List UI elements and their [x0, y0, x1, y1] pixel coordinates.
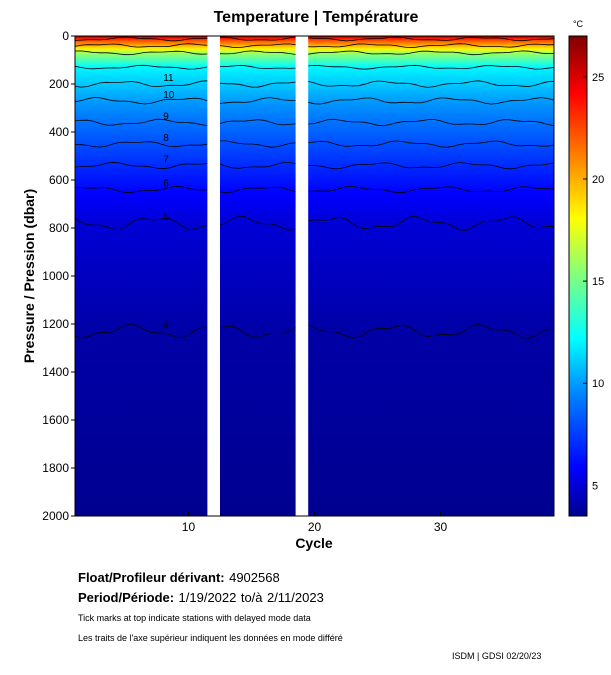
isotherm-11 [75, 80, 554, 88]
colorbar-tick-label: 15 [592, 276, 604, 288]
y-tick-label: 1800 [42, 461, 69, 475]
y-tick-label: 800 [49, 221, 69, 235]
period-info: Period/Période: 1/19/2022 to/à 2/11/2023 [78, 589, 324, 607]
colorbar-tick-label: 10 [592, 378, 604, 390]
isotherm-23 [75, 36, 554, 42]
isotherm-label: 7 [163, 155, 169, 166]
isotherm-4 [75, 323, 554, 339]
isotherm-label: 9 [163, 111, 169, 122]
y-tick-label: 400 [49, 125, 69, 139]
isotherm-label: 5 [163, 212, 169, 223]
float-id: 4902568 [229, 570, 280, 585]
period-end: 2/11/2023 [266, 590, 324, 605]
temperature-field [75, 36, 554, 516]
isotherm-10 [75, 97, 554, 105]
x-axis-label: Cycle [295, 535, 333, 551]
isotherm-7 [75, 161, 554, 170]
x-tick-label: 30 [434, 520, 448, 534]
isotherm-label: 6 [163, 179, 169, 190]
isotherm-9 [75, 118, 554, 127]
missing-cycle-gap [295, 36, 309, 516]
period-label: Period/Période: [78, 590, 175, 605]
colorbar-ticks: 5 10 15 20 25 [583, 72, 604, 492]
y-tick-label: 200 [49, 77, 69, 91]
colorbar-tick-label: 5 [592, 480, 598, 492]
plot-area [75, 36, 554, 516]
isotherm-label: 8 [163, 133, 169, 144]
float-info: Float/Profileur dérivant: 4902568 [78, 569, 280, 587]
period-start: 1/19/2022 [178, 590, 237, 605]
isotherm-20 [75, 43, 554, 49]
y-tick-label: 600 [49, 173, 69, 187]
x-tick-label: 10 [182, 520, 196, 534]
y-axis: 0 200 400 600 800 1000 1200 1400 1600 1800 2000 [42, 29, 75, 523]
period-separator: to/à [240, 590, 263, 605]
isotherm-8 [75, 140, 554, 148]
y-axis-label: Pressure / Pression (dbar) [21, 189, 37, 363]
credit-stamp: ISDM | GDSI 02/20/23 [452, 651, 542, 661]
note-english: Tick marks at top indicate stations with… [78, 613, 311, 623]
y-tick-label: 1600 [42, 413, 69, 427]
isotherm-label: 10 [163, 90, 175, 101]
y-tick-label: 0 [62, 29, 69, 43]
chart-title: Temperature | Température [214, 9, 419, 26]
y-tick-label: 2000 [42, 509, 69, 523]
isotherm-12 [75, 64, 554, 70]
contour-lines: 11 10 9 8 7 6 5 4 [75, 36, 554, 339]
isotherm-label: 11 [163, 73, 174, 84]
float-label: Float/Profileur dérivant: [78, 570, 225, 585]
colorbar-tick-label: 20 [592, 174, 604, 186]
colorbar-tick-label: 25 [592, 72, 604, 84]
isotherm-label: 4 [163, 320, 169, 331]
note-french: Les traits de l'axe supérieur indiquent … [78, 633, 343, 643]
y-tick-label: 1400 [42, 365, 69, 379]
missing-cycle-gap [207, 36, 220, 516]
isotherm-16 [75, 50, 554, 56]
x-axis: 10 20 30 [182, 512, 448, 534]
isotherm-6 [75, 185, 554, 194]
y-tick-label: 1200 [42, 317, 69, 331]
colorbar [568, 35, 588, 517]
y-tick-label: 1000 [42, 269, 69, 283]
colorbar-unit: °C [573, 19, 584, 29]
x-tick-label: 20 [308, 520, 322, 534]
missing-cycle-gaps [207, 36, 309, 516]
isotherm-5 [75, 215, 554, 231]
